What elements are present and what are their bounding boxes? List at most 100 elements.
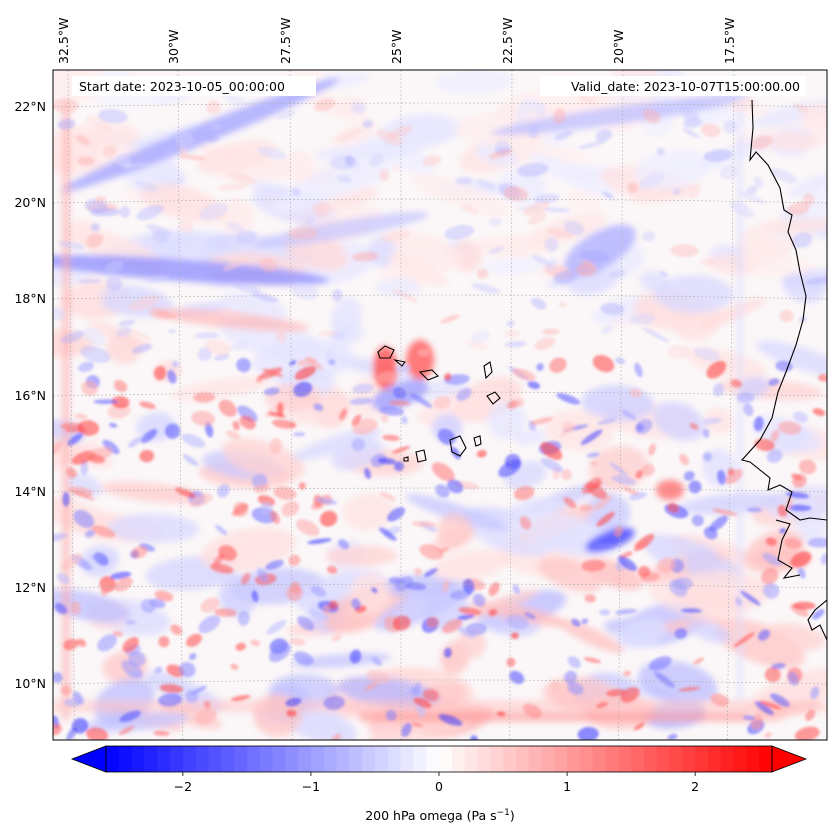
ascent-region	[669, 579, 688, 597]
descent-region	[112, 631, 124, 637]
descent-region	[216, 307, 243, 320]
descent-region	[699, 259, 716, 265]
ascent-region	[489, 217, 502, 226]
descent-region	[419, 544, 444, 560]
ascent-region	[188, 653, 197, 661]
descent-region	[643, 109, 661, 124]
ascent-region	[616, 618, 667, 649]
descent-region	[328, 600, 339, 610]
descent-region	[730, 97, 757, 112]
ascent-region	[324, 349, 337, 360]
descent-region	[230, 694, 251, 702]
ascent-region	[204, 422, 214, 438]
island-brava	[403, 456, 409, 462]
descent-region	[105, 333, 141, 365]
descent-region	[411, 520, 436, 528]
descent-region	[286, 709, 297, 717]
descent-region	[793, 103, 809, 112]
ascent-region	[323, 695, 345, 710]
ascent-region	[287, 159, 391, 202]
descent-region	[230, 663, 239, 670]
ascent-region	[736, 392, 755, 404]
lon-label: 22.5°W	[500, 18, 515, 64]
ascent-region	[56, 572, 70, 585]
descent-region	[392, 615, 411, 631]
descent-region	[510, 632, 519, 640]
descent-region	[351, 414, 362, 427]
ascent-region	[703, 149, 733, 162]
ascent-region	[289, 360, 297, 366]
descent-region	[461, 204, 479, 215]
descent-region	[679, 453, 689, 466]
descent-region	[175, 487, 196, 498]
ascent-region	[444, 224, 475, 240]
ascent-region	[235, 230, 257, 245]
ascent-region	[209, 123, 223, 131]
descent-region	[549, 357, 567, 373]
colorbar-segment	[567, 746, 581, 772]
descent-region	[288, 226, 318, 240]
descent-region	[579, 94, 596, 106]
ascent-region	[682, 109, 699, 122]
ascent-region	[691, 514, 704, 527]
descent-region	[179, 219, 194, 233]
colorbar-ticks: −2 −1 0 1 2	[174, 772, 699, 794]
descent-region	[118, 725, 135, 735]
descent-region	[515, 397, 525, 407]
descent-region	[765, 218, 827, 234]
ascent-region	[337, 175, 352, 183]
descent-region	[262, 368, 284, 377]
colorbar-segment	[323, 746, 338, 772]
ascent-region	[753, 416, 764, 432]
descent-region	[558, 302, 568, 307]
start-date-label: Start date: 2023-10-05_00:00:00	[79, 79, 285, 94]
ascent-region	[351, 598, 361, 610]
ascent-region	[554, 131, 574, 140]
ascent-region	[447, 479, 464, 494]
ascent-region	[787, 671, 799, 686]
descent-region	[380, 230, 464, 271]
descent-region	[464, 589, 539, 620]
colorbar-segment	[746, 746, 760, 772]
ascent-region	[236, 357, 251, 373]
ascent-region	[455, 176, 473, 185]
ascent-region	[115, 154, 132, 167]
descent-region	[633, 533, 655, 552]
descent-region	[444, 373, 452, 381]
ascent-region	[349, 397, 374, 405]
ascent-region	[134, 180, 159, 192]
ascent-region	[268, 642, 291, 663]
ascent-region	[315, 497, 338, 505]
descent-region	[270, 510, 281, 525]
descent-region	[563, 497, 577, 509]
descent-region	[812, 408, 826, 416]
ascent-region	[219, 574, 258, 617]
ascent-region	[443, 647, 452, 658]
descent-region	[458, 607, 482, 616]
descent-region	[505, 329, 520, 338]
ascent-region	[512, 584, 520, 594]
descent-region	[373, 346, 397, 390]
ascent-region	[297, 616, 315, 631]
ascent-region	[609, 461, 629, 477]
descent-region	[584, 594, 596, 603]
descent-region	[218, 545, 237, 561]
ascent-region	[118, 319, 136, 327]
ascent-region	[762, 552, 782, 566]
descent-region	[61, 553, 83, 570]
ascent-region	[703, 526, 718, 540]
descent-region	[366, 718, 470, 740]
ascent-region	[237, 610, 250, 626]
ascent-region	[563, 220, 584, 236]
ascent-region	[540, 457, 564, 473]
ascent-region	[276, 110, 296, 120]
descent-region	[113, 577, 133, 592]
descent-region	[688, 183, 701, 193]
descent-region	[613, 526, 623, 538]
descent-region	[590, 460, 598, 466]
descent-region	[488, 609, 498, 616]
descent-region	[326, 565, 338, 574]
ascent-region	[564, 670, 577, 685]
descent-region	[214, 608, 237, 617]
descent-region	[500, 142, 590, 164]
